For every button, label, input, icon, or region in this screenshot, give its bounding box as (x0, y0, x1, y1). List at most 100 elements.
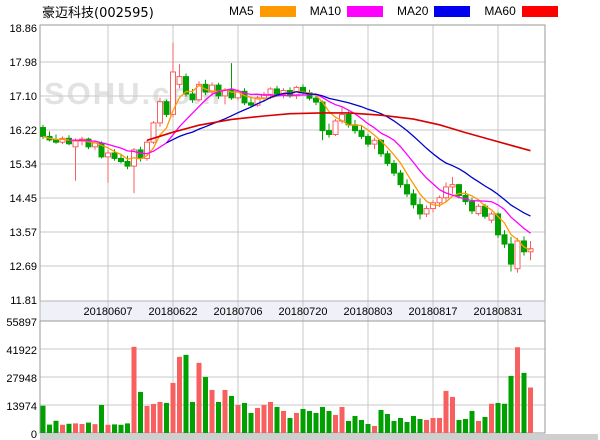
volume-bar (281, 410, 286, 433)
candle-body (358, 130, 365, 137)
chart-title: 豪迈科技(002595) (42, 6, 154, 21)
candle-body (365, 135, 371, 145)
volume-bar (60, 424, 65, 433)
volume-bar (248, 412, 254, 433)
volume-bar (131, 346, 137, 433)
candle-body (384, 153, 391, 164)
date-band (40, 301, 545, 321)
price-tick-label: 16.22 (9, 125, 37, 137)
legend-swatch (521, 5, 558, 17)
candle-body (313, 97, 319, 103)
volume-bar (86, 422, 91, 433)
volume-bar (170, 382, 176, 433)
candle-body (371, 139, 378, 145)
legend-label: MA10 (309, 4, 342, 18)
candle-body (248, 102, 254, 106)
candle-body (274, 88, 280, 95)
volume-bar (391, 420, 397, 433)
candle-body (53, 139, 59, 143)
date-tick-label: 20180720 (279, 306, 328, 318)
volume-bar (209, 389, 215, 433)
volume-bar (417, 418, 423, 433)
candle-body (332, 120, 339, 135)
candle-body (423, 208, 430, 215)
volume-bar (164, 402, 169, 433)
price-tick-label: 18.86 (9, 23, 37, 35)
volume-bar (437, 417, 442, 433)
legend-label: MA60 (484, 4, 516, 18)
volume-bar (502, 403, 507, 433)
volume-bar (313, 412, 319, 433)
volume-tick-label: 27948 (6, 373, 37, 385)
date-tick-label: 20180706 (214, 306, 263, 318)
ma-legend: MA5 MA10 MA20 MA60 (229, 4, 572, 18)
candle-body (254, 97, 261, 106)
candle-body (514, 240, 521, 270)
ma60-line (146, 112, 531, 152)
candle-body (163, 101, 170, 115)
legend-item-ma20: MA20 (397, 4, 471, 18)
volume-bar (183, 354, 189, 433)
candle-body (209, 84, 215, 93)
volume-tick-label: 0 (31, 429, 37, 440)
ma20-line (166, 91, 531, 217)
candle-body (137, 149, 144, 159)
volume-bar (92, 424, 98, 433)
volume-bar (222, 389, 228, 433)
price-tick-label: 11.81 (10, 295, 37, 307)
volume-bar (73, 423, 78, 433)
volume-bar (528, 387, 533, 433)
candle-body (105, 152, 111, 158)
volume-bar (489, 403, 494, 433)
volume-bar (515, 347, 520, 433)
volume-bar (242, 402, 247, 433)
candle-body (111, 152, 118, 159)
volume-bar (274, 406, 280, 433)
volume-bar (255, 407, 260, 433)
candle-body (196, 83, 202, 101)
candle-body (228, 89, 235, 99)
volume-bar (469, 410, 475, 433)
volume-bar (118, 424, 124, 433)
candle-body (326, 130, 332, 135)
candle-body (436, 197, 443, 204)
volume-bar (352, 415, 358, 433)
volume-bar (144, 405, 150, 433)
volume-bar (229, 395, 234, 433)
volume-bar (203, 376, 208, 433)
volume-bar (450, 396, 455, 433)
volume-bar (196, 362, 202, 433)
volume-bar (463, 418, 468, 433)
volume-bar (320, 406, 325, 433)
candle-body (157, 101, 163, 124)
volume-bar (333, 414, 338, 433)
volume-bar (138, 391, 143, 433)
volume-bar (112, 424, 117, 433)
legend-label: MA5 (229, 4, 254, 18)
candle-body (66, 137, 72, 145)
candle-body (456, 184, 462, 196)
volume-bar (287, 417, 293, 433)
legend-item-ma5: MA5 (229, 4, 296, 18)
volume-bar (216, 401, 221, 433)
volume-bar (339, 406, 345, 433)
candle-body (475, 205, 482, 215)
volume-bar (190, 401, 195, 433)
volume-bar (326, 410, 332, 433)
candle-body (397, 172, 404, 186)
candle-body (183, 76, 189, 95)
volume-bar (443, 390, 449, 433)
ma10-line (68, 88, 531, 234)
price-tick-label: 13.57 (9, 227, 37, 239)
volume-bar (372, 425, 377, 433)
price-tick-label: 15.34 (9, 159, 37, 171)
volume-bar (521, 372, 527, 433)
candle-body (124, 160, 131, 167)
legend-swatch (434, 5, 471, 17)
volume-bar (53, 420, 59, 433)
candle-body (267, 88, 274, 95)
volume-bar (47, 424, 52, 433)
volume-bar (378, 409, 384, 433)
